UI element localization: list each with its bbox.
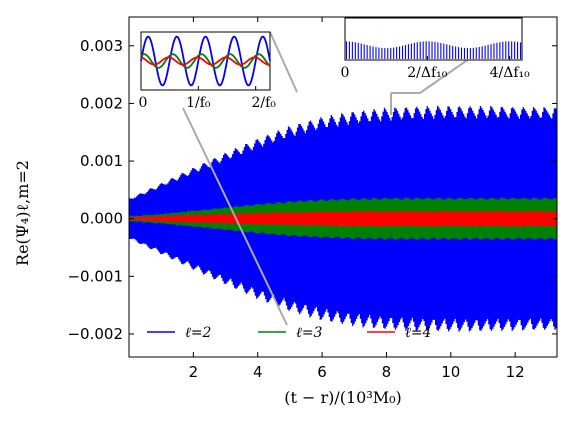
- x-axis-label: (t − r)/(10³M₀): [284, 388, 402, 407]
- y-tick-label: 0.003: [80, 37, 123, 55]
- x-tick-label: 8: [382, 363, 392, 381]
- inset-beating-envelope: 0 2/Δf₁₀ 4/Δf₁₀: [341, 17, 531, 81]
- x-tick-label: 6: [317, 363, 327, 381]
- y-axis: −0.002 −0.001 0.000 0.001 0.002 0.003: [67, 37, 557, 343]
- inset-1-series-2: [140, 53, 271, 69]
- series-line-3: [129, 209, 557, 228]
- legend: ℓ=2 ℓ=3 ℓ=4: [147, 325, 431, 341]
- inset-2-tick-label: 4/Δf₁₀: [490, 65, 531, 81]
- connector-line: [269, 31, 298, 93]
- inset-1-tick-label: 2/f₀: [251, 95, 276, 111]
- plot-area: [129, 105, 557, 332]
- x-axis: 2 4 6 8 10 12: [189, 17, 525, 381]
- y-tick-label: 0.000: [80, 210, 123, 228]
- series-line-2: [129, 197, 557, 240]
- y-tick-label: 0.002: [80, 94, 123, 112]
- x-tick-label: 12: [506, 363, 525, 381]
- plot-frame: [128, 16, 558, 358]
- y-tick-label: 0.001: [80, 152, 123, 170]
- x-tick-label: 2: [189, 363, 199, 381]
- legend-label-1: ℓ=2: [185, 325, 212, 341]
- legend-label-3: ℓ=4: [405, 325, 431, 341]
- inset-1-series-1: [140, 35, 271, 87]
- series-line-1: [129, 105, 557, 332]
- y-tick-label: −0.001: [67, 267, 123, 285]
- x-tick-label: 4: [253, 363, 263, 381]
- inset-2-tick-label: 2/Δf₁₀: [407, 65, 448, 81]
- inset-1-tick-label: 1/f₀: [186, 95, 211, 111]
- inset-2-tick-label: 0: [341, 65, 350, 81]
- legend-label-2: ℓ=3: [296, 325, 323, 341]
- y-tick-label: −0.002: [67, 325, 123, 343]
- inset-1-tick-label: 0: [139, 95, 148, 111]
- x-tick-label: 10: [441, 363, 460, 381]
- y-axis-label: Re(Ψ₄)ℓ,m=2: [13, 160, 32, 266]
- inset-single-period: 0 1/f₀ 2/f₀: [139, 31, 276, 111]
- inset-2-frame: [344, 17, 523, 61]
- inset-1-series-3: [140, 56, 271, 66]
- connector-line: [182, 107, 288, 326]
